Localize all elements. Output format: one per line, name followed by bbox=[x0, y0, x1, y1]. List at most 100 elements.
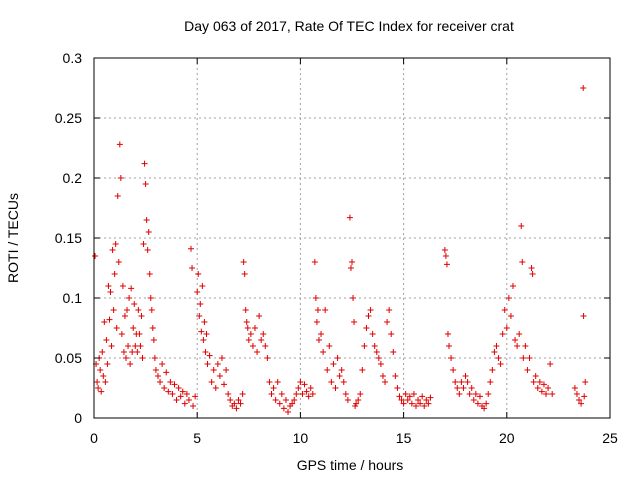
data-point bbox=[124, 307, 131, 313]
data-point bbox=[262, 343, 269, 349]
data-point bbox=[375, 355, 382, 361]
data-point bbox=[509, 283, 516, 289]
data-point bbox=[338, 367, 345, 373]
data-point bbox=[324, 367, 331, 373]
data-point bbox=[221, 381, 228, 388]
data-point bbox=[373, 349, 380, 355]
data-point bbox=[516, 331, 523, 337]
data-point bbox=[157, 379, 164, 385]
data-point bbox=[491, 349, 498, 355]
data-point bbox=[371, 343, 378, 349]
data-point bbox=[456, 391, 463, 397]
data-point bbox=[543, 391, 550, 397]
data-point bbox=[116, 141, 123, 148]
data-point bbox=[198, 328, 205, 335]
data-point bbox=[256, 313, 263, 319]
data-point bbox=[519, 259, 526, 265]
data-point bbox=[152, 367, 159, 373]
data-point bbox=[524, 367, 531, 373]
data-point bbox=[468, 385, 475, 391]
data-point bbox=[173, 397, 180, 403]
data-point bbox=[109, 247, 116, 253]
data-point bbox=[131, 301, 138, 307]
data-point bbox=[167, 379, 174, 385]
data-point bbox=[138, 313, 145, 319]
data-point bbox=[148, 307, 155, 313]
data-point bbox=[278, 391, 285, 397]
data-point bbox=[303, 388, 310, 395]
data-point bbox=[489, 367, 496, 373]
data-point bbox=[181, 400, 188, 407]
data-point bbox=[382, 379, 389, 385]
data-point bbox=[125, 343, 132, 349]
data-point bbox=[547, 361, 554, 367]
data-point bbox=[197, 301, 204, 307]
data-points bbox=[92, 85, 589, 415]
data-point bbox=[576, 397, 583, 403]
data-point bbox=[573, 391, 580, 397]
data-point bbox=[235, 397, 242, 403]
data-point bbox=[115, 259, 122, 265]
x-tick-label: 20 bbox=[499, 430, 515, 446]
data-point bbox=[340, 379, 347, 385]
data-point bbox=[318, 331, 325, 337]
data-point bbox=[581, 393, 588, 400]
data-point bbox=[100, 373, 107, 379]
data-point bbox=[192, 393, 199, 400]
data-point bbox=[485, 391, 492, 397]
data-point bbox=[540, 381, 547, 388]
data-point bbox=[194, 289, 201, 295]
data-point bbox=[285, 409, 292, 415]
data-point bbox=[237, 400, 244, 407]
data-point bbox=[266, 379, 273, 385]
data-point bbox=[410, 391, 417, 397]
data-point bbox=[313, 319, 320, 325]
data-point bbox=[216, 373, 223, 379]
data-point bbox=[355, 397, 362, 403]
data-point bbox=[357, 391, 364, 397]
data-point bbox=[342, 391, 349, 397]
data-point bbox=[99, 349, 106, 355]
data-point bbox=[260, 331, 267, 337]
data-point bbox=[353, 400, 360, 407]
data-point bbox=[344, 397, 351, 403]
data-point bbox=[425, 400, 432, 407]
data-point bbox=[406, 393, 413, 400]
data-point bbox=[268, 391, 275, 397]
data-point bbox=[196, 313, 203, 319]
data-point bbox=[295, 385, 302, 391]
data-point bbox=[159, 361, 166, 367]
data-point bbox=[332, 385, 339, 391]
y-tick-label: 0.2 bbox=[63, 170, 83, 186]
data-point bbox=[120, 349, 127, 355]
data-point bbox=[189, 265, 196, 271]
data-point bbox=[305, 393, 312, 400]
data-point bbox=[365, 313, 372, 319]
data-point bbox=[117, 175, 124, 181]
data-point bbox=[103, 337, 110, 343]
data-point bbox=[145, 229, 152, 235]
data-point bbox=[241, 271, 248, 277]
data-point bbox=[108, 343, 115, 349]
data-point bbox=[347, 265, 354, 271]
data-point bbox=[195, 271, 202, 277]
data-point bbox=[202, 349, 209, 355]
y-tick-label: 0.15 bbox=[55, 230, 82, 246]
data-point bbox=[165, 388, 172, 395]
data-point bbox=[233, 405, 240, 412]
data-point bbox=[280, 405, 287, 412]
data-point bbox=[126, 295, 133, 301]
data-point bbox=[369, 331, 376, 337]
data-point bbox=[450, 367, 457, 373]
data-point bbox=[442, 253, 449, 259]
data-point bbox=[528, 265, 535, 271]
data-point bbox=[454, 385, 461, 391]
data-point bbox=[452, 379, 459, 385]
data-point bbox=[254, 349, 261, 355]
data-point bbox=[242, 307, 249, 313]
data-point bbox=[140, 241, 147, 247]
data-point bbox=[404, 397, 411, 403]
data-point bbox=[245, 337, 252, 343]
y-axis-label: ROTI / TECUs bbox=[5, 193, 21, 283]
